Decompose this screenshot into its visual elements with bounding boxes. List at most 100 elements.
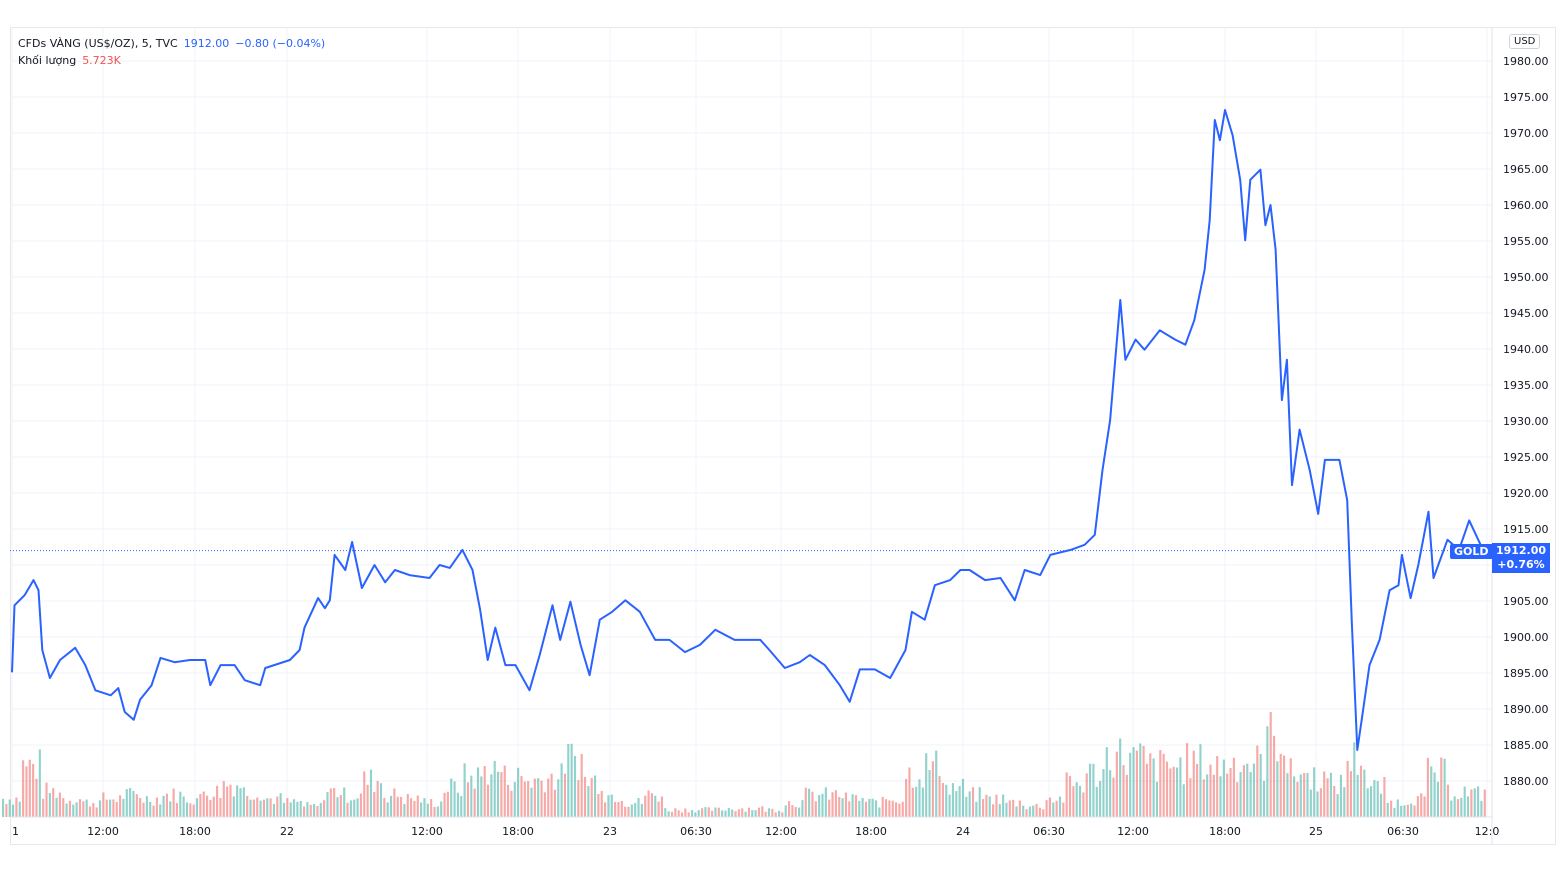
- volume-bar: [1032, 805, 1035, 817]
- volume-bar: [1155, 781, 1159, 817]
- x-tick-label: 24: [956, 825, 970, 838]
- volume-bar: [858, 800, 861, 817]
- price-tag-change: +0.76%: [1497, 558, 1545, 571]
- volume-bar: [302, 806, 306, 817]
- volume-label[interactable]: Khối lượng: [18, 54, 77, 67]
- volume-bar: [761, 806, 764, 817]
- volume-bar: [931, 761, 934, 817]
- volume-bar: [108, 799, 112, 817]
- volume-bar: [828, 799, 831, 817]
- y-tick-label: 1900.00: [1503, 631, 1549, 644]
- volume-bar: [1172, 766, 1175, 817]
- volume-bar: [1343, 787, 1346, 817]
- volume-bar: [68, 800, 72, 817]
- volume-bar: [1115, 751, 1118, 817]
- volume-bar: [95, 807, 98, 817]
- volume-bar: [393, 788, 396, 817]
- time-axis: 1 12:00 18:00 22 12:00 18:00 23 06:30 12:00 18:00…: [12, 825, 1499, 838]
- volume-bar: [503, 765, 506, 817]
- volume-bar: [316, 806, 319, 817]
- volume-bar: [1329, 772, 1332, 817]
- volume-bar: [122, 798, 125, 817]
- volume-bar: [510, 790, 513, 817]
- y-tick-label: 1925.00: [1503, 451, 1549, 464]
- volume-bar: [1089, 763, 1092, 817]
- volume-bar: [841, 798, 844, 817]
- volume-bar: [179, 791, 182, 817]
- volume-bar: [978, 787, 981, 817]
- volume-bar: [1165, 761, 1169, 817]
- volume-bar: [369, 769, 373, 817]
- volume-bar: [195, 798, 199, 817]
- volume-bar: [610, 794, 613, 817]
- volume-bar: [918, 779, 921, 817]
- volume-bar: [319, 802, 322, 817]
- volume-bar: [92, 802, 95, 817]
- volume-bar: [848, 801, 851, 817]
- volume-bar: [466, 782, 470, 817]
- volume-bar: [309, 804, 312, 817]
- volume-bar: [791, 805, 794, 817]
- volume-bar: [55, 797, 58, 817]
- volume-bar: [353, 799, 356, 817]
- volume-bar: [286, 798, 289, 817]
- volume-bar: [714, 807, 717, 817]
- volume-bar: [818, 795, 821, 817]
- volume-bar: [486, 784, 490, 817]
- volume-bar: [262, 799, 266, 817]
- volume-bar: [1162, 753, 1165, 817]
- volume-bar: [975, 801, 978, 817]
- volume-bar: [1416, 796, 1419, 817]
- volume-bar: [1179, 757, 1182, 817]
- volume-bar: [242, 787, 245, 817]
- volume-bar: [921, 787, 924, 817]
- volume-bar: [520, 776, 523, 817]
- volume-bar: [1132, 747, 1135, 817]
- volume-bar: [1202, 779, 1205, 817]
- volume-bar: [1145, 763, 1149, 817]
- volume-bar: [1303, 773, 1306, 817]
- volume-bar: [426, 803, 429, 817]
- volume-bar: [1035, 803, 1038, 817]
- volume-bar: [216, 785, 219, 817]
- volume-bar: [804, 787, 807, 817]
- volume-bar: [333, 788, 336, 817]
- volume-bar: [159, 804, 162, 817]
- volume-bar: [1068, 776, 1072, 817]
- volume-bar: [155, 797, 158, 817]
- volume-bar: [105, 799, 108, 817]
- volume-bar: [711, 810, 714, 817]
- volume-bar: [1373, 780, 1376, 817]
- volume-value: 5.723K: [82, 54, 121, 67]
- volume-bar: [1226, 773, 1229, 817]
- x-tick-label: 06:30: [1387, 825, 1419, 838]
- volume-bar: [884, 799, 888, 817]
- volume-bar: [787, 801, 791, 817]
- volume-bar: [1102, 769, 1105, 817]
- x-tick-label: 25: [1309, 825, 1323, 838]
- volume-bar: [125, 789, 128, 817]
- volume-bar: [1396, 799, 1399, 817]
- volume-bar: [868, 798, 871, 817]
- volume-bar: [573, 755, 577, 817]
- volume-bar: [85, 799, 88, 817]
- y-tick-label: 1880.00: [1503, 775, 1549, 788]
- volume-bar: [620, 800, 623, 817]
- volume-bar: [941, 783, 944, 817]
- volume-bar: [139, 798, 142, 817]
- volume-bar: [1092, 763, 1095, 817]
- volume-bar: [1376, 781, 1379, 817]
- currency-button[interactable]: USD: [1509, 34, 1541, 49]
- volume-bar: [533, 778, 536, 817]
- volume-bar: [1015, 806, 1018, 817]
- volume-bar: [677, 810, 680, 817]
- volume-bar: [1339, 774, 1343, 817]
- volume-bar: [1022, 805, 1025, 817]
- volume-bar: [767, 808, 771, 817]
- volume-bar: [945, 784, 948, 817]
- volume-bar: [1105, 747, 1108, 817]
- volume-bar: [18, 801, 21, 817]
- symbol-title[interactable]: CFDs VÀNG (US$/OZ), 5, TVC: [18, 37, 178, 50]
- volume-bar: [279, 793, 282, 817]
